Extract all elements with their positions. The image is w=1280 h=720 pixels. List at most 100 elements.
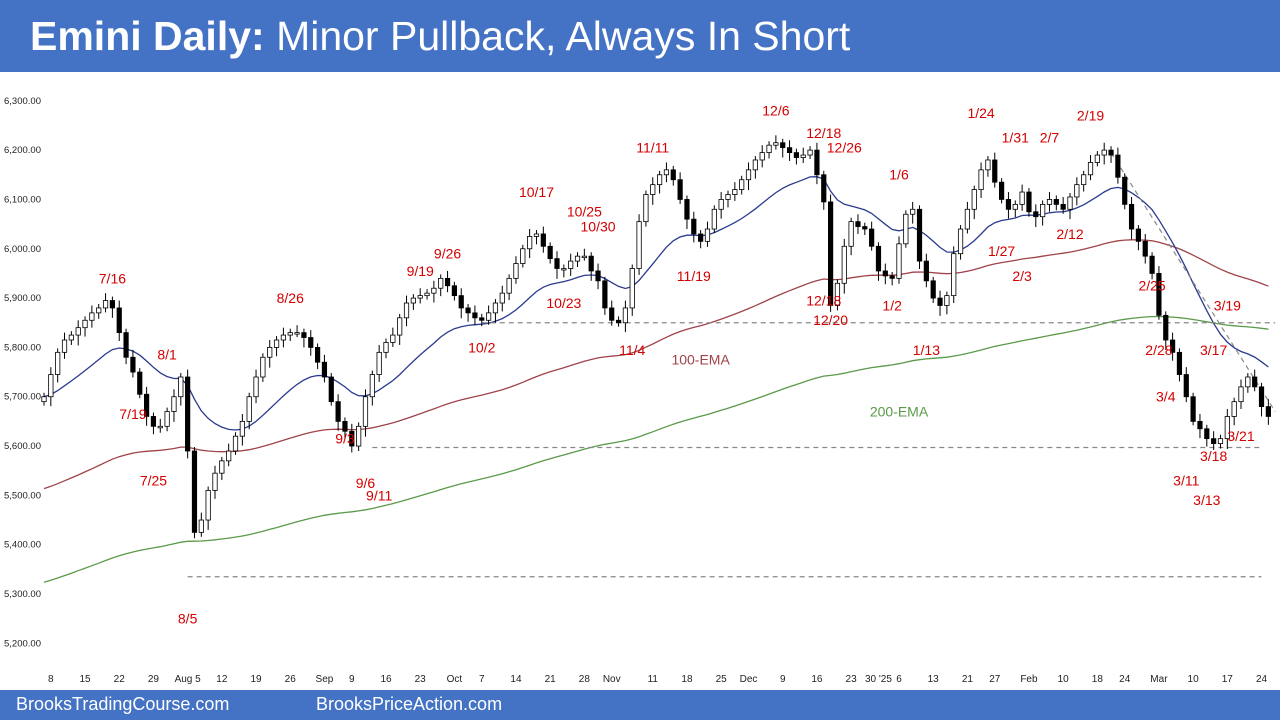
candle-body <box>916 208 923 262</box>
candle-body <box>260 356 266 378</box>
candle-body <box>96 307 102 314</box>
candle-body <box>369 374 375 398</box>
candle-body <box>1183 374 1189 398</box>
y-tick-label: 5,300.00 <box>4 589 41 600</box>
candle-body <box>48 374 54 398</box>
x-tick-label: 23 <box>415 674 427 685</box>
footer-bar: BrooksTradingCourse.com BrooksPriceActio… <box>0 690 1280 720</box>
candle-body <box>68 334 74 341</box>
candle-body <box>684 199 690 220</box>
candle-body <box>41 396 47 403</box>
candle-body <box>1033 211 1039 218</box>
x-tick-label: Feb <box>1020 674 1038 685</box>
annotation-label: 1/13 <box>913 342 940 358</box>
candle-body <box>657 174 663 186</box>
x-tick-label: 24 <box>1256 674 1268 685</box>
candle-body <box>561 268 567 271</box>
annotation-label: 12/18 <box>806 292 841 308</box>
y-tick-label: 5,500.00 <box>4 490 41 501</box>
candle-body <box>164 411 170 427</box>
annotation-label: 100-EMA <box>671 352 730 368</box>
candle-body <box>1238 386 1244 403</box>
candle-body <box>102 300 109 309</box>
candle-body <box>383 342 389 353</box>
candle-body <box>1252 376 1258 388</box>
x-tick-label: 25 <box>716 674 728 685</box>
candle-body <box>342 420 348 432</box>
candle-body <box>1122 176 1128 205</box>
candle-body <box>123 332 129 358</box>
candle-body <box>540 233 546 247</box>
annotation-label: 12/20 <box>813 312 848 328</box>
candle-body <box>451 285 458 297</box>
y-tick-label: 6,300.00 <box>4 96 41 107</box>
x-tick-label: 7 <box>479 674 485 685</box>
candle-body <box>1170 339 1176 353</box>
ema100-line <box>43 239 1269 490</box>
candle-body <box>766 144 772 153</box>
candle-body <box>739 179 745 190</box>
candle-body <box>89 312 95 321</box>
candle-body <box>308 337 314 348</box>
candle-body <box>752 159 758 171</box>
y-tick-label: 6,100.00 <box>4 194 41 205</box>
annotation-label: 1/2 <box>882 297 902 313</box>
ema20-line <box>43 176 1269 431</box>
candle-body <box>1087 162 1094 176</box>
annotation-label: 1/27 <box>988 243 1015 259</box>
annotation-label: 11/19 <box>677 268 711 284</box>
candle-body <box>691 218 697 235</box>
candle-body <box>410 297 416 304</box>
x-tick-label: Aug 5 <box>175 674 202 685</box>
annotation-label: 3/19 <box>1214 297 1241 313</box>
candle-body <box>1190 396 1196 422</box>
candle-body <box>882 270 888 277</box>
x-tick-label: 19 <box>250 674 262 685</box>
annotation-label: 10/30 <box>581 219 616 235</box>
candle-body <box>239 420 245 437</box>
annotation-label: 1/6 <box>889 167 909 183</box>
footer-right-link[interactable]: BrooksPriceAction.com <box>316 694 503 714</box>
candle-body <box>1040 203 1046 218</box>
candle-body <box>390 334 396 343</box>
candle-body <box>75 327 81 336</box>
candle-body <box>472 312 478 319</box>
annotation-label: 3/18 <box>1200 448 1227 464</box>
candle-body <box>232 435 239 452</box>
x-tick-label: 10 <box>1188 674 1200 685</box>
candle-body <box>855 221 861 227</box>
candle-body <box>875 245 882 272</box>
annotation-label: 2/3 <box>1012 268 1032 284</box>
candle-body <box>109 300 115 309</box>
candle-body <box>732 189 738 195</box>
candle-body <box>444 277 451 287</box>
candle-body <box>615 319 622 324</box>
annotation-label: 10/17 <box>519 184 554 200</box>
title-bar: Emini Daily: Minor Pullback, Always In S… <box>0 0 1280 72</box>
x-tick-label: Sep <box>316 674 334 685</box>
x-tick-label: 13 <box>928 674 940 685</box>
candle-body <box>670 169 676 181</box>
annotation-label: 12/26 <box>827 140 862 156</box>
candle-body <box>492 302 499 314</box>
annotation-label: 3/17 <box>1200 342 1227 358</box>
candle-body <box>301 332 307 338</box>
annotation-label: 9/11 <box>366 487 392 503</box>
annotation-label: 10/2 <box>468 339 495 355</box>
candle-body <box>848 221 854 247</box>
candle-body <box>1224 416 1230 440</box>
annotation-label: 1/24 <box>967 105 994 121</box>
candle-body <box>698 233 704 242</box>
annotation-label: 2/12 <box>1056 226 1083 242</box>
candle-body <box>793 152 800 158</box>
annotation-label: 8/5 <box>178 611 198 627</box>
candle-body <box>1019 191 1025 205</box>
footer-left-link[interactable]: BrooksTradingCourse.com <box>16 694 230 714</box>
candle-body <box>930 280 936 299</box>
candle-body <box>1060 203 1066 210</box>
y-tick-label: 5,700.00 <box>4 392 41 403</box>
candle-body <box>294 332 300 335</box>
candle-body <box>1115 154 1121 178</box>
x-tick-label: 28 <box>579 674 591 685</box>
candle-body <box>506 277 512 294</box>
